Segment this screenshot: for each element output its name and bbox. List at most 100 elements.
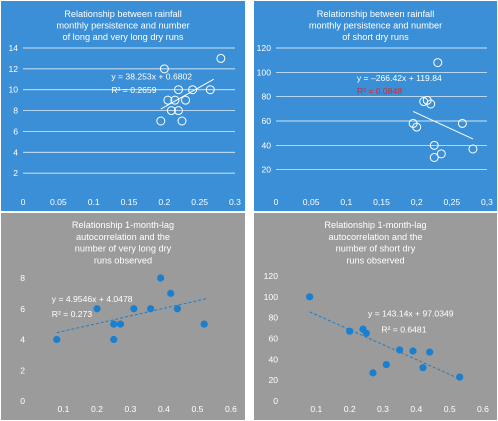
- x-tick-label: 0.3: [229, 197, 241, 207]
- x-tick-label: 0,3: [481, 197, 493, 207]
- y-tick-label: 120: [257, 43, 272, 53]
- x-tick-label: 0.2: [344, 404, 356, 414]
- x-tick-label: 0.6: [225, 404, 237, 414]
- data-point: [382, 360, 390, 369]
- data-point: [116, 320, 125, 328]
- chart-title-line: Relationship 1-month-lag: [324, 220, 426, 230]
- chart-autocorr-short-runs: Relationship 1-month-lag autocorrelation …: [254, 213, 497, 420]
- x-tick-label: 0.5: [192, 404, 204, 414]
- y-tick-label: 2: [13, 168, 18, 178]
- chart-title-line: runs observed: [94, 255, 152, 265]
- chart-title-line: of short dry runs: [342, 32, 409, 42]
- chart-svg: Relationship 1-month-lag autocorrelation …: [1, 213, 245, 420]
- data-point: [426, 348, 434, 356]
- trend-equation: y = 4.9546x + 4.0478: [52, 294, 133, 304]
- x-tick-label: 0.4: [410, 404, 422, 414]
- chart-background: [1, 1, 245, 211]
- x-tick-label: 0.6: [477, 404, 489, 414]
- data-point: [429, 140, 439, 150]
- y-tick-label: 80: [261, 92, 271, 102]
- chart-svg: Relationship 1-month-lag autocorrelation …: [254, 213, 497, 420]
- y-tick-label: 0: [20, 396, 25, 406]
- data-point: [457, 118, 467, 128]
- data-point: [159, 64, 169, 74]
- data-point: [130, 305, 138, 313]
- data-point: [216, 53, 226, 63]
- data-point: [167, 289, 175, 297]
- y-tick-label: 120: [264, 271, 279, 281]
- data-point: [200, 320, 208, 328]
- chart-title-line: autocorrelation and the: [329, 232, 423, 242]
- chart-title-line: Relationship between rainfall: [317, 9, 434, 19]
- data-point: [433, 58, 443, 68]
- data-point: [205, 85, 215, 95]
- data-point: [419, 364, 427, 372]
- data-point: [173, 85, 183, 95]
- chart-background: [254, 213, 497, 420]
- data-point: [93, 305, 101, 313]
- x-tick-label: 0: [274, 197, 279, 207]
- y-tick-label: 8: [13, 106, 18, 116]
- chart-title-line: Relationship 1-month-lag: [72, 220, 174, 230]
- y-tick-label: 100: [257, 67, 272, 77]
- chart-title-line: number of short dry: [336, 244, 416, 254]
- x-tick-label: 0.3: [125, 404, 137, 414]
- r-squared-label: R² = 0.2659: [111, 85, 156, 95]
- x-tick-label: 0.1: [58, 404, 70, 414]
- x-tick-label: 0.1: [310, 404, 322, 414]
- data-point: [429, 153, 439, 162]
- x-tick-label: 0.3: [377, 404, 389, 414]
- x-tick-label: 0.25: [191, 197, 208, 207]
- x-tick-label: 0.2: [158, 197, 170, 207]
- data-point: [166, 106, 176, 116]
- y-tick-label: 80: [268, 313, 278, 323]
- data-point: [306, 293, 314, 301]
- y-tick-label: 40: [261, 140, 271, 150]
- trendline: [309, 311, 460, 380]
- chart-svg: Relationship between rainfall monthly per…: [1, 1, 245, 211]
- data-point: [362, 329, 370, 337]
- chart-title-line: number of very long dry: [75, 244, 172, 254]
- x-tick-label: 0.05: [50, 197, 67, 207]
- x-tick-label: 0.1: [88, 197, 100, 207]
- chart-title-line: of long and very long dry runs: [62, 32, 183, 42]
- x-tick-label: 0.4: [158, 404, 170, 414]
- data-point: [412, 122, 422, 132]
- y-tick-label: 4: [20, 335, 25, 345]
- data-point: [468, 144, 478, 154]
- y-tick-label: 4: [13, 147, 18, 157]
- data-point: [177, 116, 187, 126]
- y-tick-label: 100: [264, 292, 279, 302]
- chart-title-line: monthly persistence and number: [309, 21, 442, 31]
- data-point: [456, 373, 464, 381]
- data-point: [53, 335, 61, 344]
- x-tick-label: 0,15: [373, 197, 390, 207]
- y-tick-label: 60: [261, 116, 271, 126]
- r-squared-label: R² = 0.6481: [381, 324, 426, 334]
- trend-equation: y = –266.42x + 119.84: [357, 73, 442, 83]
- data-point: [396, 346, 404, 354]
- y-tick-label: 20: [261, 165, 271, 175]
- x-tick-label: 0,2: [411, 197, 423, 207]
- y-tick-label: 20: [268, 375, 278, 385]
- data-point: [110, 335, 118, 344]
- y-tick-label: 12: [8, 64, 18, 74]
- data-point: [369, 369, 377, 377]
- y-tick-label: 60: [268, 334, 278, 344]
- x-tick-label: 0,25: [443, 197, 460, 207]
- data-point: [173, 305, 181, 313]
- y-tick-label: 0: [273, 396, 278, 406]
- data-point: [426, 99, 436, 109]
- data-point: [147, 305, 155, 313]
- chart-rainfall-short-runs: Relationship between rainfall monthly per…: [254, 1, 497, 211]
- chart-title-line: Relationship between rainfall: [64, 9, 181, 19]
- y-tick-label: 40: [268, 354, 278, 364]
- data-point: [173, 106, 183, 116]
- data-point: [110, 320, 118, 328]
- y-tick-label: 6: [20, 304, 25, 314]
- y-tick-label: 8: [20, 273, 25, 283]
- chart-title-line: autocorrelation and the: [76, 232, 170, 242]
- data-point: [163, 95, 173, 105]
- data-point: [409, 347, 417, 355]
